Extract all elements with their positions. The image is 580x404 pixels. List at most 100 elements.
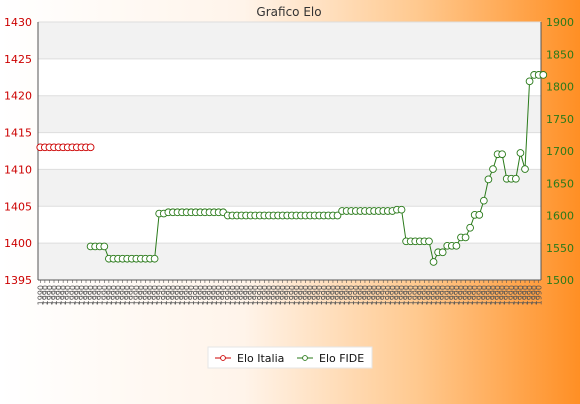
x-tick-label: 1990 — [452, 285, 461, 305]
x-tick-label: 1990 — [247, 285, 256, 305]
elo-fide-point — [397, 205, 406, 214]
elo-fide-point — [479, 196, 488, 205]
x-tick-label: 1990 — [109, 285, 118, 305]
x-tick-label: 1990 — [215, 285, 224, 305]
x-tick-label: 1990 — [279, 285, 288, 305]
x-tick-label: 1990 — [105, 285, 114, 305]
x-tick-label: 1990 — [237, 285, 246, 305]
elo-fide-point — [425, 237, 433, 246]
x-tick-label: 1990 — [91, 285, 100, 305]
x-tick-label: 1990 — [82, 285, 91, 305]
y-right-tick-label: 1650 — [546, 177, 574, 190]
x-tick-label: 1990 — [416, 285, 425, 305]
y-right-tick-label: 1850 — [546, 48, 574, 61]
elo-fide-point — [150, 254, 159, 263]
x-tick-label: 1990 — [347, 285, 356, 305]
y-right-tick-label: 1800 — [546, 81, 574, 94]
x-tick-label: 1990 — [178, 285, 187, 305]
x-tick-label: 1990 — [45, 285, 54, 305]
x-tick-label: 1990 — [388, 285, 397, 305]
x-tick-label: 1990 — [430, 285, 439, 305]
elo-fide-point — [521, 165, 529, 173]
x-tick-label: 1990 — [329, 285, 338, 305]
x-tick-label: 1990 — [269, 285, 278, 305]
elo-fide-point — [333, 211, 342, 220]
elo-fide-point — [511, 174, 520, 183]
x-tick-label: 1990 — [137, 285, 146, 305]
x-tick-label: 1990 — [462, 285, 471, 305]
legend-box — [207, 346, 373, 369]
x-tick-label: 1990 — [169, 285, 178, 305]
x-tick-label: 1990 — [489, 285, 498, 305]
x-tick-label: 1990 — [256, 285, 265, 305]
x-tick-label: 1990 — [512, 285, 521, 305]
x-tick-label: 1990 — [334, 285, 343, 305]
x-tick-label: 1990 — [242, 285, 251, 305]
x-tick-label: 1990 — [201, 285, 210, 305]
x-tick-label: 1990 — [530, 285, 539, 305]
x-tick-label: 1990 — [393, 285, 402, 305]
x-tick-label: 1990 — [87, 285, 96, 305]
x-tick-label: 1990 — [411, 285, 420, 305]
elo-fide-point — [429, 258, 438, 266]
x-tick-label: 1990 — [146, 285, 155, 305]
x-tick-label: 1990 — [526, 285, 535, 305]
x-tick-label: 1990 — [114, 285, 123, 305]
y-left-tick-label: 1405 — [4, 200, 32, 213]
elo-fide-point — [461, 233, 470, 242]
x-tick-label: 1990 — [292, 285, 301, 305]
elo-fide-point — [516, 149, 525, 157]
x-tick-label: 1990 — [457, 285, 466, 305]
x-tick-label: 1990 — [480, 285, 489, 305]
x-tick-label: 1990 — [128, 285, 137, 305]
x-tick-label: 1990 — [59, 285, 68, 305]
x-tick-label: 1990 — [265, 285, 274, 305]
elo-italia-legend-marker — [220, 355, 226, 361]
x-tick-label: 1990 — [123, 285, 132, 305]
x-tick-label: 1990 — [507, 285, 516, 305]
x-tick-label: 1990 — [398, 285, 407, 305]
x-tick-label: 1990 — [516, 285, 525, 305]
x-tick-label: 1990 — [160, 285, 169, 305]
x-tick-label: 1990 — [187, 285, 196, 305]
x-tick-label: 1990 — [407, 285, 416, 305]
x-tick-label: 1990 — [315, 285, 324, 305]
x-tick-label: 1990 — [352, 285, 361, 305]
y-left-tick-label: 1400 — [4, 237, 32, 250]
x-tick-label: 1990 — [402, 285, 411, 305]
elo-fide-point — [452, 241, 461, 250]
x-tick-label: 1990 — [420, 285, 429, 305]
y-right-tick-label: 1600 — [546, 210, 574, 223]
x-tick-label: 1990 — [192, 285, 201, 305]
x-tick-label: 1990 — [366, 285, 375, 305]
x-tick-label: 1990 — [141, 285, 150, 305]
grid-band — [38, 169, 541, 207]
x-tick-label: 1990 — [324, 285, 333, 305]
x-tick-label: 1990 — [425, 285, 434, 305]
x-tick-label: 1990 — [343, 285, 352, 305]
x-tick-label: 1990 — [183, 285, 192, 305]
x-tick-label: 1990 — [434, 285, 443, 305]
x-tick-label: 1990 — [219, 285, 228, 305]
x-tick-label: 1990 — [100, 285, 109, 305]
x-tick-label: 1990 — [73, 285, 82, 305]
x-tick-label: 1990 — [439, 285, 448, 305]
elo-fide-point — [489, 165, 497, 173]
elo-italia-legend-label: Elo Italia — [237, 352, 284, 365]
elo-fide-point — [484, 175, 493, 184]
y-right-tick-label: 1550 — [546, 242, 574, 255]
x-tick-label: 1990 — [503, 285, 512, 305]
y-left-tick-label: 1430 — [4, 16, 32, 29]
x-tick-label: 1990 — [64, 285, 73, 305]
grid-band — [38, 22, 541, 59]
x-tick-label: 1990 — [164, 285, 173, 305]
x-tick-label: 1990 — [96, 285, 105, 305]
y-left-tick-label: 1410 — [4, 163, 32, 176]
x-tick-label: 1990 — [41, 285, 50, 305]
y-right-tick-label: 1750 — [546, 113, 574, 126]
x-tick-label: 1990 — [283, 285, 292, 305]
x-tick-label: 1990 — [155, 285, 164, 305]
x-tick-label: 1990 — [356, 285, 365, 305]
x-tick-label: 1990 — [119, 285, 128, 305]
